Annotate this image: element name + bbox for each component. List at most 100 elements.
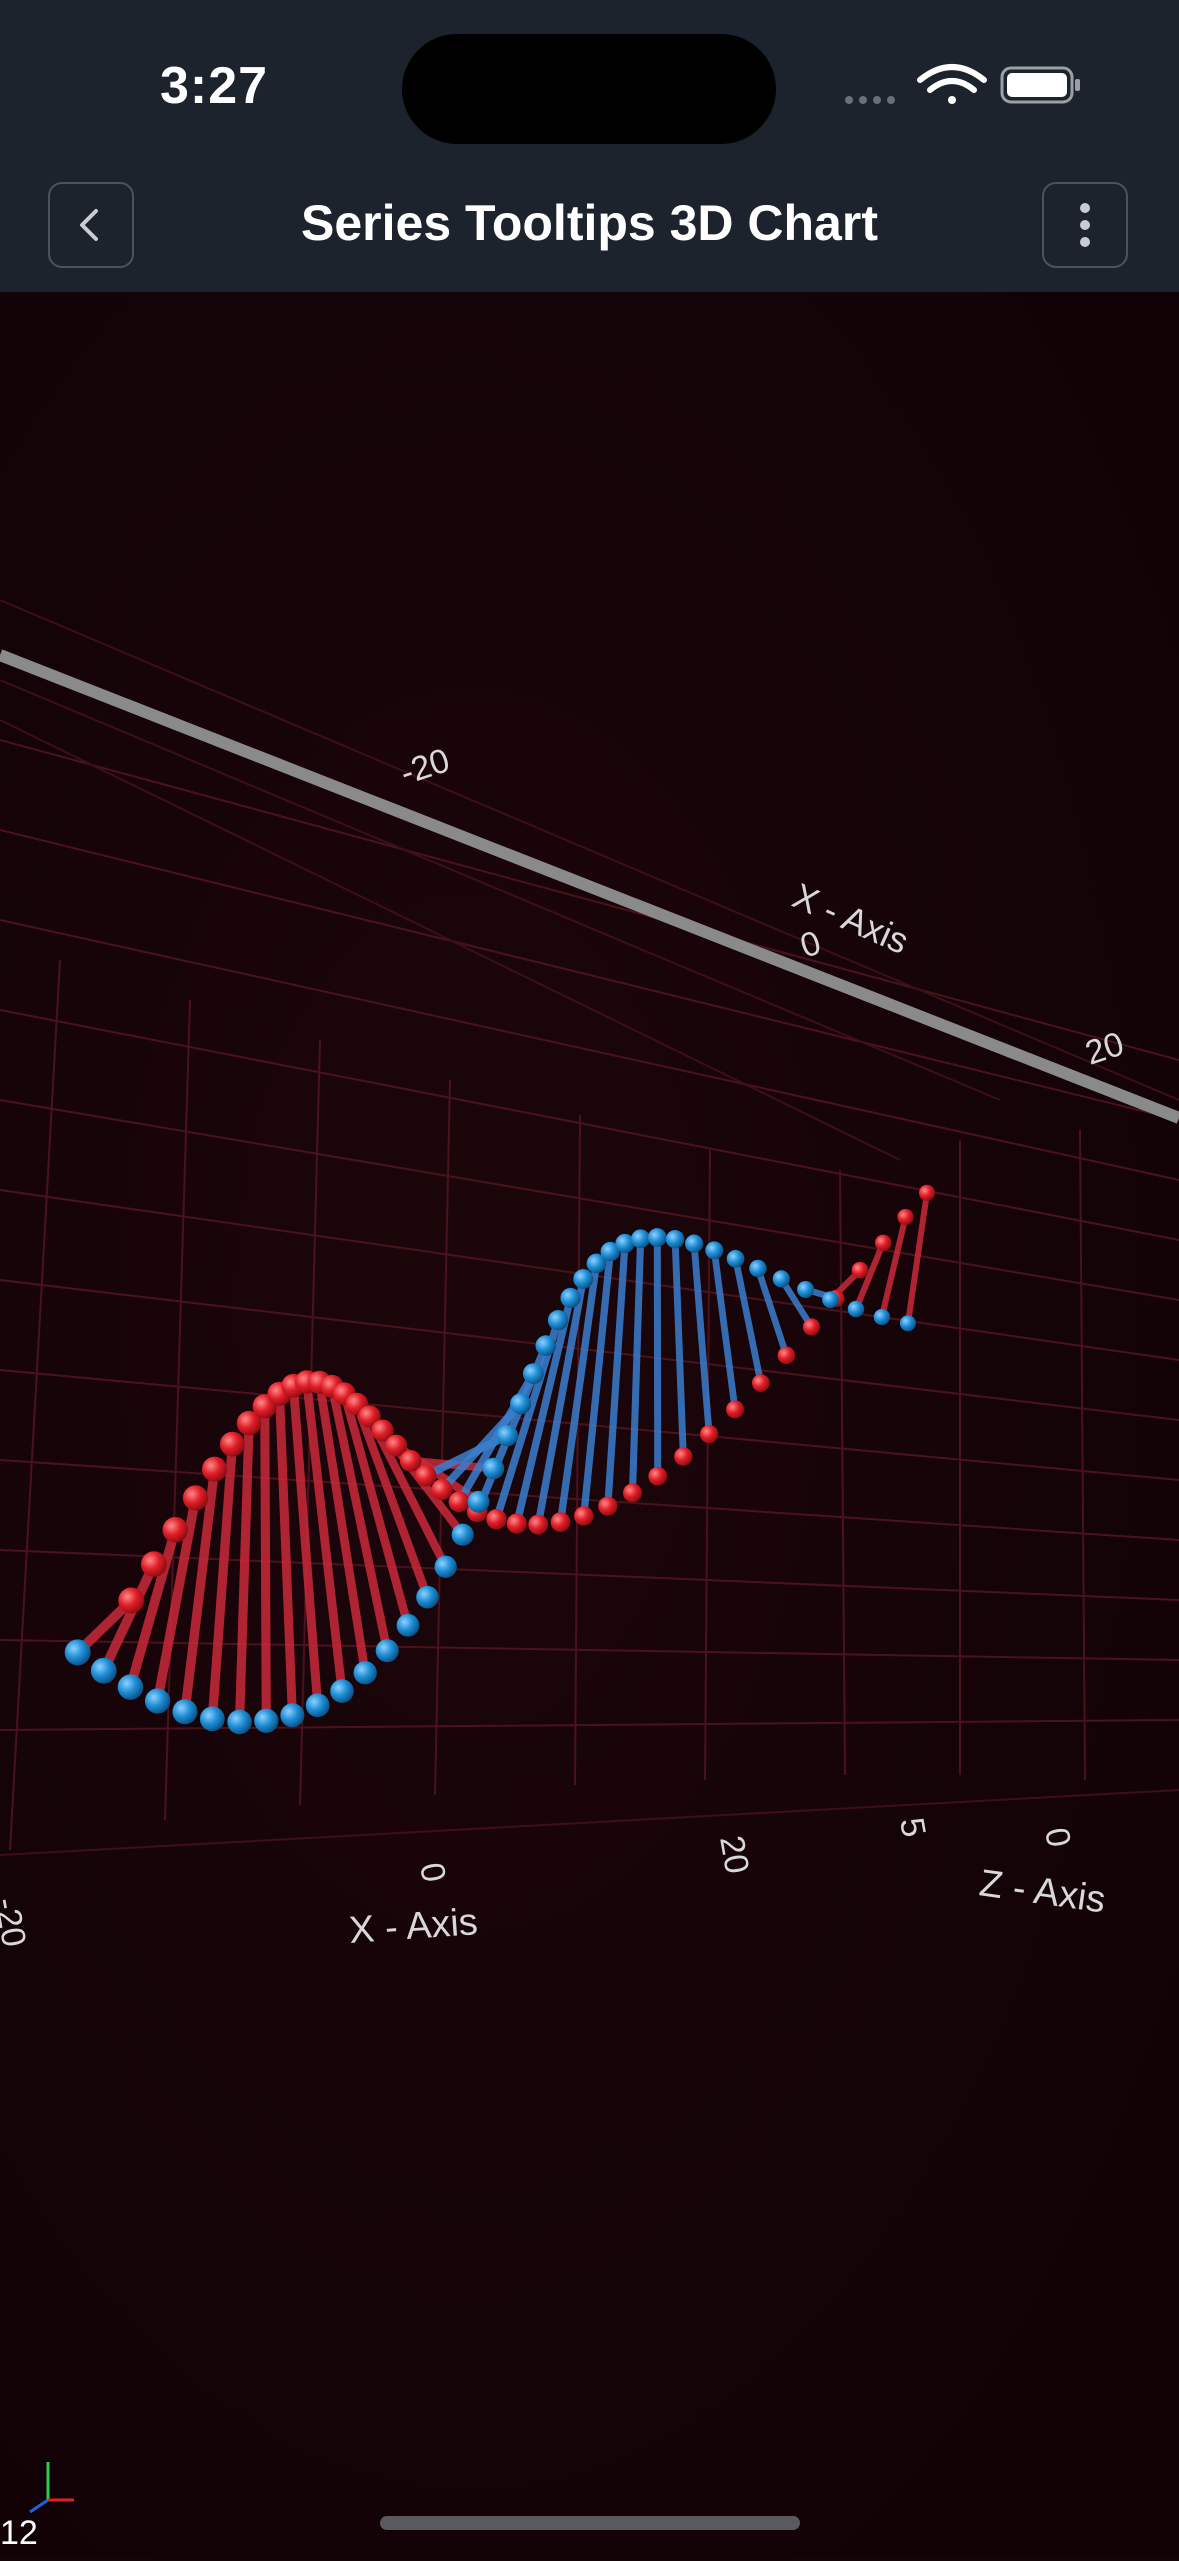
red-point-40[interactable] (897, 1209, 913, 1225)
more-vertical-icon (1065, 200, 1105, 250)
blue-point-29[interactable] (631, 1229, 650, 1248)
stem-34 (736, 1259, 761, 1383)
blue-point-0[interactable] (65, 1639, 91, 1665)
red-point-20[interactable] (431, 1479, 452, 1500)
red-point-19[interactable] (415, 1465, 436, 1486)
blue-point-8[interactable] (280, 1703, 304, 1727)
blue-point-4[interactable] (172, 1699, 197, 1724)
blue-point-6[interactable] (227, 1710, 252, 1735)
red-point-35[interactable] (778, 1347, 795, 1364)
chart-3d[interactable]: -20 0 20 X - Axis -20 0 20 X - Axis 5 0 … (0, 292, 1179, 2556)
blue-point-17[interactable] (468, 1491, 490, 1513)
stem-31 (675, 1239, 683, 1456)
wifi-icon (920, 67, 984, 104)
blue-point-40[interactable] (874, 1309, 890, 1325)
blue-point-25[interactable] (573, 1269, 593, 1289)
red-point-26[interactable] (551, 1512, 571, 1532)
red-point-30[interactable] (648, 1467, 667, 1486)
red-point-28[interactable] (598, 1497, 617, 1516)
x-axis-title: X - Axis (348, 1901, 479, 1952)
home-indicator[interactable] (380, 2516, 800, 2530)
blue-point-36[interactable] (773, 1270, 790, 1287)
blue-point-33[interactable] (705, 1241, 723, 1259)
z-tick-5: 5 (892, 1815, 933, 1840)
red-point-0[interactable] (118, 1587, 144, 1613)
red-point-39[interactable] (875, 1235, 891, 1251)
red-point-4[interactable] (202, 1457, 227, 1482)
blue-point-32[interactable] (685, 1235, 703, 1253)
z-axis-title: Z - Axis (977, 1862, 1108, 1921)
red-point-5[interactable] (220, 1432, 245, 1457)
red-point-29[interactable] (623, 1483, 642, 1502)
blue-point-41[interactable] (900, 1315, 916, 1331)
red-point-36[interactable] (803, 1318, 820, 1335)
blue-point-1[interactable] (91, 1658, 117, 1684)
stem-6 (240, 1423, 250, 1722)
blue-point-30[interactable] (648, 1228, 667, 1247)
blue-point-7[interactable] (254, 1709, 278, 1733)
red-point-24[interactable] (507, 1514, 527, 1534)
blue-point-9[interactable] (306, 1693, 330, 1717)
red-point-32[interactable] (700, 1425, 718, 1443)
status-icons (840, 60, 1090, 110)
fps-counter: 12 (0, 2514, 38, 2553)
page-title: Series Tooltips 3D Chart (0, 194, 1179, 252)
stem-32 (694, 1244, 709, 1434)
back-x-tick-0: 0 (796, 924, 826, 966)
z-tick-0: 0 (1037, 1825, 1078, 1850)
signal-icon (845, 96, 895, 104)
blue-point-11[interactable] (354, 1661, 377, 1684)
blue-point-3[interactable] (145, 1688, 170, 1713)
blue-point-38[interactable] (822, 1291, 839, 1308)
blue-point-2[interactable] (118, 1674, 144, 1700)
blue-point-23[interactable] (548, 1310, 568, 1330)
red-point-2[interactable] (163, 1517, 189, 1543)
red-point-3[interactable] (183, 1485, 208, 1510)
blue-point-31[interactable] (666, 1230, 684, 1248)
blue-point-21[interactable] (523, 1363, 544, 1384)
blue-point-15[interactable] (435, 1556, 457, 1578)
red-point-34[interactable] (752, 1374, 770, 1392)
stem-7 (265, 1406, 267, 1721)
red-point-31[interactable] (674, 1447, 692, 1465)
top-axis-bar (0, 655, 1179, 1118)
blue-point-24[interactable] (560, 1288, 580, 1308)
axis-gizmo-icon (30, 2462, 74, 2512)
blue-point-5[interactable] (200, 1706, 225, 1731)
blue-point-16[interactable] (452, 1524, 474, 1546)
blue-point-20[interactable] (510, 1393, 531, 1414)
menu-button[interactable] (1042, 182, 1128, 268)
top-bar: 3:27 Series Tooltips 3D Chart (0, 0, 1179, 292)
red-point-1[interactable] (141, 1551, 167, 1577)
back-x-tick-neg20: -20 (396, 741, 454, 792)
blue-point-14[interactable] (416, 1586, 439, 1609)
stem-8 (279, 1394, 292, 1715)
stem-29 (632, 1239, 640, 1493)
blue-point-13[interactable] (397, 1614, 420, 1637)
x-tick-0: 0 (412, 1860, 453, 1885)
red-point-25[interactable] (528, 1515, 548, 1535)
blue-point-10[interactable] (330, 1679, 354, 1703)
status-time: 3:27 (160, 56, 268, 116)
red-point-41[interactable] (919, 1185, 935, 1201)
red-point-38[interactable] (852, 1262, 869, 1279)
stem-33 (714, 1250, 735, 1409)
blue-point-35[interactable] (749, 1260, 766, 1277)
x-tick-neg20: -20 (0, 1895, 33, 1950)
dynamic-island (402, 34, 776, 144)
back-x-tick-20: 20 (1081, 1025, 1129, 1073)
blue-point-37[interactable] (797, 1281, 814, 1298)
red-point-33[interactable] (726, 1400, 744, 1418)
blue-point-22[interactable] (535, 1335, 556, 1356)
red-point-21[interactable] (449, 1491, 470, 1512)
chart-3d-surface[interactable]: -20 0 20 X - Axis -20 0 20 X - Axis 5 0 … (0, 292, 1179, 2556)
red-point-27[interactable] (574, 1506, 593, 1525)
blue-point-39[interactable] (848, 1301, 864, 1317)
blue-point-34[interactable] (727, 1250, 745, 1268)
red-point-23[interactable] (486, 1509, 506, 1529)
blue-point-19[interactable] (497, 1425, 518, 1446)
blue-point-18[interactable] (483, 1458, 505, 1480)
battery-icon (1002, 68, 1080, 102)
blue-point-12[interactable] (376, 1639, 399, 1662)
x-tick-20: 20 (712, 1833, 756, 1877)
